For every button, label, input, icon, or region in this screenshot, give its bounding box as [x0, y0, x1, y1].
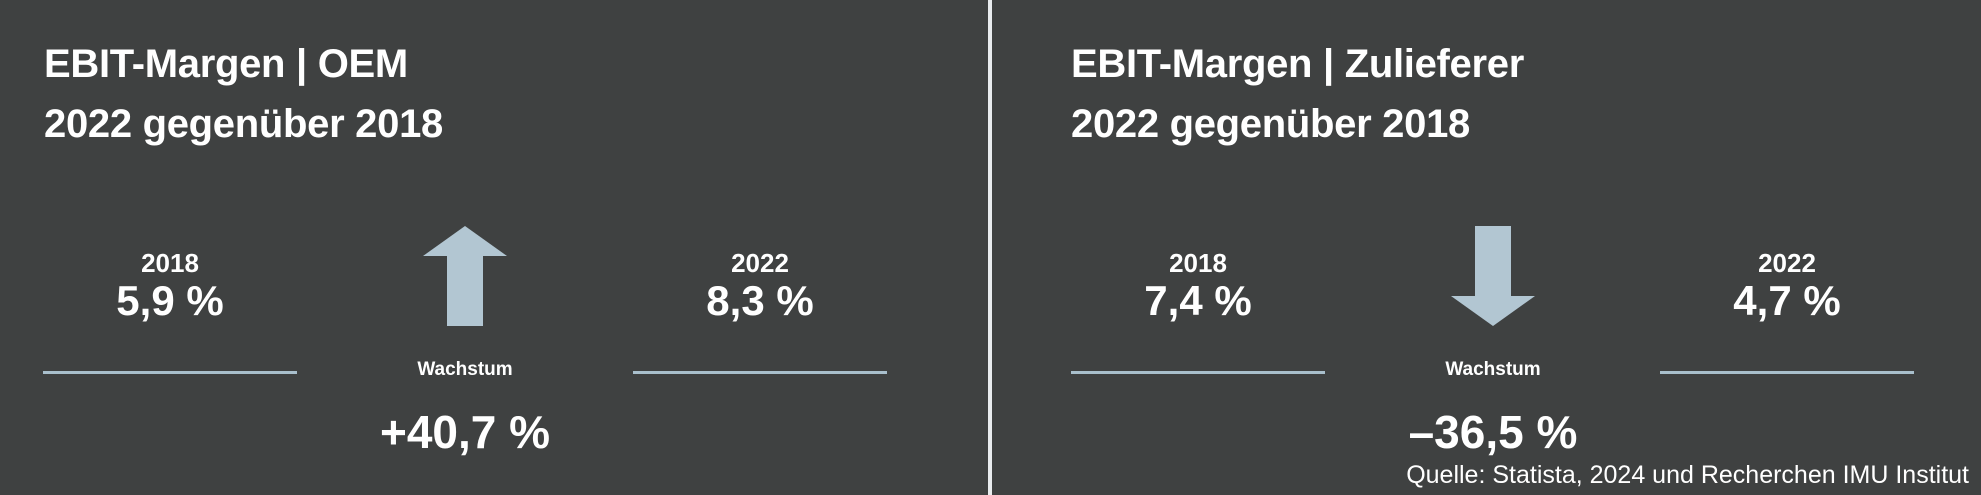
supplier-title-line-1: EBIT-Margen | Zulieferer [1071, 42, 1524, 86]
oem-rule-2018 [43, 371, 297, 374]
oem-title: EBIT-Margen | OEM 2022 gegenüber 2018 [44, 34, 443, 154]
oem-panel: EBIT-Margen | OEM 2022 gegenüber 2018 20… [0, 0, 988, 495]
supplier-stat-2018: 2018 7,4 % [1071, 242, 1325, 324]
oem-stat-2022: 2022 8,3 % [633, 242, 887, 324]
supplier-year-2022: 2022 [1758, 248, 1816, 278]
source-note: Quelle: Statista, 2024 und Recherchen IM… [1406, 461, 1969, 489]
oem-title-line-1: EBIT-Margen | OEM [44, 42, 408, 86]
supplier-year-2018: 2018 [1169, 248, 1227, 278]
panel-divider [988, 0, 992, 495]
oem-value-2022: 8,3 % [706, 277, 814, 324]
supplier-value-2022: 4,7 % [1733, 277, 1841, 324]
oem-stat-2018: 2018 5,9 % [43, 242, 297, 324]
supplier-rule-2018 [1071, 371, 1325, 374]
supplier-growth-label: Wachstum [1445, 359, 1541, 380]
supplier-title-line-2: 2022 gegenüber 2018 [1071, 102, 1470, 146]
oem-growth-label: Wachstum [417, 359, 513, 380]
supplier-title: EBIT-Margen | Zulieferer 2022 gegenüber … [1071, 34, 1524, 154]
oem-growth-value: +40,7 % [379, 406, 551, 458]
supplier-growth-value: –36,5 % [1408, 406, 1578, 458]
oem-year-2018: 2018 [141, 248, 199, 278]
oem-title-line-2: 2022 gegenüber 2018 [44, 102, 443, 146]
arrow-down-icon [1451, 226, 1535, 326]
oem-rule-2022 [633, 371, 887, 374]
supplier-stat-2022: 2022 4,7 % [1660, 242, 1914, 324]
arrow-up-icon [423, 226, 507, 326]
supplier-rule-2022 [1660, 371, 1914, 374]
oem-year-2022: 2022 [731, 248, 789, 278]
oem-value-2018: 5,9 % [116, 277, 224, 324]
supplier-value-2018: 7,4 % [1144, 277, 1252, 324]
supplier-panel: EBIT-Margen | Zulieferer 2022 gegenüber … [992, 0, 1981, 495]
